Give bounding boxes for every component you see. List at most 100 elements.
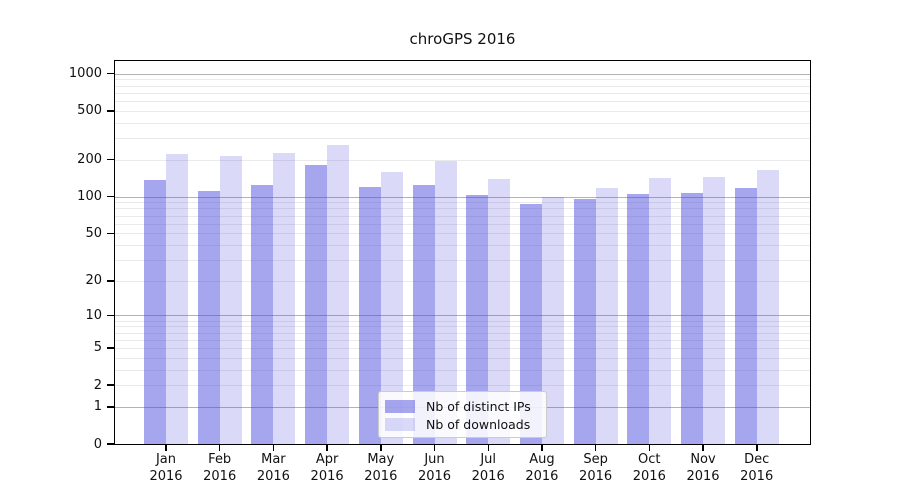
bar-downloads [219,156,242,444]
x-tick-label: Mar 2016 [256,452,290,484]
x-tick-label: Dec 2016 [740,452,774,484]
x-tick-mark [702,445,704,451]
grid-line [115,233,810,235]
x-tick-label: Aug 2016 [525,452,559,484]
y-tick-mark [107,443,114,445]
bar-downloads [166,154,188,444]
x-tick-mark [165,445,167,451]
grid-line [115,347,810,349]
bar-downloads [380,171,403,444]
grid-line [115,138,810,139]
y-tick-label: 10 [85,307,102,323]
y-tick-mark [107,347,114,349]
grid-line [115,223,810,225]
y-tick-mark [107,384,114,386]
y-tick-mark [107,158,114,161]
y-tick-mark [107,232,114,234]
grid-line [115,280,810,282]
bar-distinct-ips [305,165,328,444]
x-tick-label: Nov 2016 [686,452,720,484]
chart-title: chroGPS 2016 [409,30,516,48]
bar-distinct-ips [627,194,650,444]
x-tick-label: Jul 2016 [471,452,505,484]
x-tick-mark [218,445,221,451]
bar-distinct-ips [519,204,542,444]
grid-line [115,385,810,387]
x-tick-label: Sep 2016 [579,452,613,484]
x-tick-label: Jan 2016 [149,452,183,484]
y-tick-label: 5 [93,340,102,356]
bar-distinct-ips [412,185,435,444]
x-tick-label: Feb 2016 [203,452,237,484]
grid-line [115,110,810,112]
grid-line [115,326,810,328]
grid-line [115,339,810,341]
grid-line [115,315,810,317]
x-tick-mark [756,445,758,451]
bar-downloads [488,179,511,444]
grid-line [115,73,810,75]
y-tick-label: 200 [77,152,102,168]
grid-line [115,79,810,81]
bar-distinct-ips [466,194,489,444]
grid-line [115,357,810,359]
legend-label-downloads: Nb of downloads [426,416,531,432]
x-tick-label: Apr 2016 [310,452,344,484]
grid-line [115,215,810,217]
y-tick-mark [107,195,114,198]
bar-downloads [434,161,457,444]
x-tick-label: May 2016 [364,452,398,484]
x-tick-mark [380,445,382,451]
y-tick-label: 0 [93,436,102,452]
bar-distinct-ips [358,186,381,444]
x-tick-mark [272,445,275,451]
legend: Nb of distinct IPs Nb of downloads [378,391,547,438]
x-tick-label: Jun 2016 [417,452,452,484]
bar-distinct-ips [573,198,596,444]
grid-line [115,202,810,204]
grid-line [115,85,810,87]
legend-entry-downloads: Nb of downloads [385,415,540,433]
y-tick-label: 100 [77,189,102,205]
x-tick-mark [541,445,543,451]
x-tick-mark [433,445,436,451]
bar-distinct-ips [734,187,757,444]
grid-line [115,208,810,210]
grid-line [115,122,810,124]
y-tick-label: 1 [93,399,102,415]
legend-swatch-downloads [385,417,415,431]
grid-line [115,244,810,246]
legend-entry-distinct-ips: Nb of distinct IPs [385,397,540,415]
y-tick-label: 20 [85,273,102,289]
plot-area [115,61,810,444]
grid-line [115,332,810,334]
y-tick-label: 50 [85,225,102,241]
y-tick-mark [107,280,114,282]
grid-line [115,259,810,261]
grid-line [115,92,810,94]
bar-downloads [327,145,350,444]
y-tick-mark [107,72,114,75]
y-tick-label: 2 [93,377,102,393]
bar-downloads [649,177,672,444]
grid-line [115,196,810,198]
bar-distinct-ips [681,192,703,444]
bar-distinct-ips [251,185,274,444]
bar-distinct-ips [144,179,166,444]
grid-line [115,369,810,371]
bar-downloads [541,196,564,444]
x-tick-mark [326,445,328,451]
y-tick-label: 1000 [68,66,102,82]
x-tick-label: Oct 2016 [632,452,666,484]
bar-downloads [756,170,779,444]
legend-swatch-distinct-ips [385,399,415,413]
bar-downloads [595,188,618,444]
y-tick-mark [107,406,114,408]
bar-downloads [273,152,296,444]
bar-downloads [703,177,725,444]
x-tick-mark [648,445,650,451]
legend-label-distinct-ips: Nb of distinct IPs [426,398,531,414]
y-tick-label: 500 [77,103,102,119]
y-tick-mark [107,314,114,317]
